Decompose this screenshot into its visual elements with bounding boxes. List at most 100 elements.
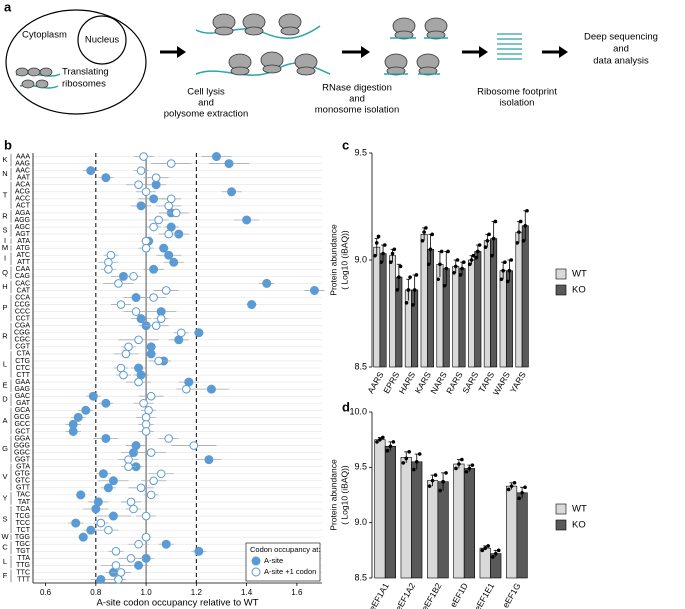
data-point [374,241,379,245]
data-point [391,440,396,444]
dot-filled [68,426,78,436]
codon-label: CAC [15,280,30,287]
panel-label: c [342,137,349,152]
x-tick-label: eEF1A1 [367,581,391,609]
dot-open [181,384,191,394]
data-point [458,273,463,277]
codon-label: TAT [18,499,31,506]
data-point [406,288,411,292]
data-point [408,275,412,279]
data-point [414,273,419,277]
dot-filled [73,412,83,422]
bar [458,268,466,368]
amino-acid-label: R [2,211,8,220]
data-point [525,208,529,213]
y-tick-label: 9.0 [354,517,367,527]
codon-label: TCC [16,520,30,527]
dot-open [124,342,133,352]
bar [452,266,460,368]
dot-open [149,222,158,232]
data-point [523,485,527,490]
step-label: Cell lysis [187,87,225,98]
dot-filled [224,159,234,169]
dot-filled [101,173,111,183]
data-point [464,469,469,474]
step-label: Deep sequencing [584,32,658,43]
ribosome-small [280,26,300,36]
amino-acid-label: V [2,472,7,481]
data-point [515,241,519,245]
data-point [480,548,485,553]
dot-filled [146,349,156,359]
ribosome-large [27,67,41,77]
codon-label: CGG [14,330,30,337]
legend-label: WT [572,269,587,280]
amino-acid-label: C [2,543,8,552]
codon-label: ATC [17,252,30,259]
amino-acid-label: G [2,444,8,453]
codon-label: GCC [14,421,30,428]
dot-open [141,420,151,429]
data-point [453,264,458,269]
codon-label: TTA [17,555,30,562]
legend-swatch [555,503,567,515]
legend-marker [251,556,261,566]
dot-open [104,257,113,267]
dot-filled [161,539,171,549]
bar [373,246,381,368]
codon-label: TGT [16,548,31,555]
amino-acid-label: S [2,226,7,235]
data-point [378,437,382,442]
data-point [523,223,528,228]
step-label: Ribosome footprint [477,87,557,98]
dot-open [151,173,161,182]
dot-open [129,504,138,514]
codon-label: GAC [15,393,30,400]
data-point [430,232,435,237]
codon-label: GGG [14,442,30,449]
step-label: monosome isolation [315,105,400,116]
x-tick-label: eEF1G [500,581,522,609]
data-point [428,247,433,252]
dot-open [156,469,166,479]
codon-label: GAG [14,386,30,393]
data-point [381,251,385,256]
dot-open [141,187,151,197]
data-point [506,487,511,492]
step-label: and [349,94,365,105]
codon-label: GTA [16,464,30,471]
dot-filled [262,278,272,288]
dot-open [126,554,136,563]
data-point [381,435,385,440]
codon-label: ACC [15,196,30,203]
codon-label: CAG [15,273,30,280]
dot-open [149,293,158,302]
dot-open [134,180,143,190]
dot-open [126,497,136,507]
dot-open [141,427,151,436]
dot-open [151,321,161,331]
amino-acid-label: E [2,381,7,390]
data-point [444,471,448,475]
bar [463,468,475,579]
bar [490,238,498,368]
y-tick-label: 9.5 [354,462,367,472]
dot-filled [164,250,174,260]
codon-label: GGT [15,456,31,463]
step-label: isolation [500,98,535,109]
ribosomes-label: Translating [62,67,109,78]
data-point [427,484,432,488]
dot-filled [309,285,319,295]
data-point [375,440,379,444]
dot-open [141,236,151,246]
legend-swatch [555,519,567,531]
dot-open [104,265,113,274]
amino-acid-label: H [2,282,7,291]
dot-filled [134,560,144,570]
dot-open [164,434,174,443]
dot-filled [159,243,169,253]
data-point [417,452,422,456]
ribosome-large [15,67,29,77]
data-point [460,457,464,462]
